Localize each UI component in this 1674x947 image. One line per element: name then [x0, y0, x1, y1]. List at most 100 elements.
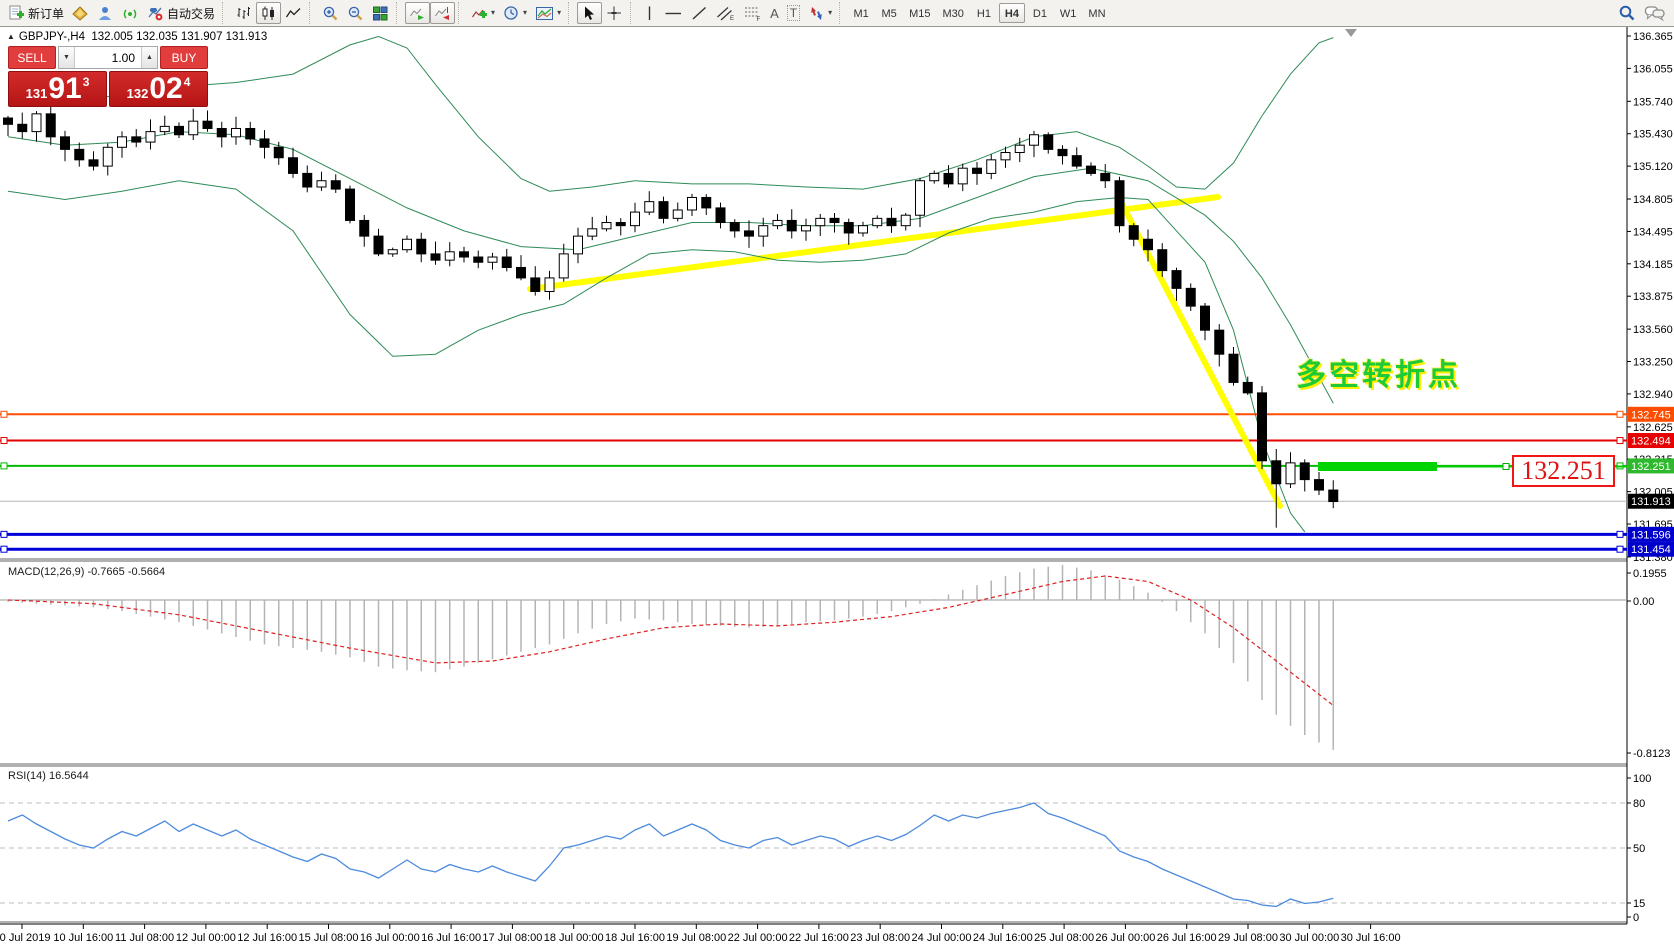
- chevron-down-icon: ▾: [828, 8, 833, 17]
- candlestick-chart-button[interactable]: [256, 2, 282, 24]
- svg-text:24 Jul 00:00: 24 Jul 00:00: [912, 932, 972, 944]
- collapse-panel-arrow[interactable]: ▲: [7, 32, 15, 41]
- vertical-line-button[interactable]: [639, 2, 660, 24]
- timeframe-w1[interactable]: W1: [1055, 3, 1082, 23]
- horizontal-level-lines[interactable]: [0, 410, 1627, 553]
- svg-text:133.875: 133.875: [1633, 291, 1673, 303]
- fibonacci-button[interactable]: F: [739, 2, 766, 24]
- svg-text:0.00: 0.00: [1633, 596, 1654, 608]
- community-button[interactable]: [93, 2, 118, 24]
- svg-text:0.1955: 0.1955: [1633, 568, 1667, 580]
- indicators-button[interactable]: ▾: [467, 2, 499, 24]
- signals-button[interactable]: [118, 2, 143, 24]
- new-order-label: 新订单: [28, 6, 65, 21]
- svg-text:133.250: 133.250: [1633, 357, 1673, 369]
- volume-control: ▼ ▲: [58, 46, 158, 69]
- cursor-button[interactable]: [577, 2, 603, 24]
- buy-price-sup: 4: [183, 75, 191, 89]
- trendline-button[interactable]: [687, 2, 712, 24]
- line-chart-button[interactable]: [281, 2, 306, 24]
- chevron-down-icon: ▾: [491, 8, 496, 17]
- svg-text:136.055: 136.055: [1633, 63, 1673, 75]
- auto-trading-button[interactable]: 自动交易: [143, 2, 219, 24]
- periods-button[interactable]: ▾: [499, 2, 531, 24]
- zoom-out-button[interactable]: [343, 2, 368, 24]
- svg-text:16 Jul 16:00: 16 Jul 16:00: [421, 932, 481, 944]
- new-order-button[interactable]: 新订单: [4, 2, 68, 24]
- candlestick-chart-icon: [260, 5, 277, 22]
- indicators-icon: [471, 5, 488, 22]
- timeframe-h1[interactable]: H1: [971, 3, 997, 23]
- svg-text:22 Jul 00:00: 22 Jul 00:00: [728, 932, 788, 944]
- rsi-indicator-label: RSI(14) 16.5644: [8, 770, 89, 782]
- timeframe-m30[interactable]: M30: [938, 3, 969, 23]
- svg-text:18 Jul 00:00: 18 Jul 00:00: [544, 932, 604, 944]
- trendline-icon: [691, 5, 708, 22]
- svg-text:132.745: 132.745: [1631, 409, 1671, 421]
- svg-text:100: 100: [1633, 773, 1651, 785]
- timeframe-mn[interactable]: MN: [1083, 3, 1110, 23]
- timeframe-m15[interactable]: M15: [904, 3, 935, 23]
- volume-decrease-button[interactable]: ▼: [59, 47, 75, 68]
- svg-text:135.430: 135.430: [1633, 129, 1673, 141]
- buy-button[interactable]: BUY: [160, 46, 208, 69]
- buy-price-prefix: 132: [126, 86, 149, 101]
- toolbar-separator: [222, 2, 228, 24]
- candlesticks: [3, 105, 1339, 528]
- svg-text:E: E: [730, 16, 734, 22]
- auto-scroll-button[interactable]: [405, 2, 431, 24]
- svg-text:10 Jul 2019: 10 Jul 2019: [0, 932, 50, 944]
- buy-price-button[interactable]: 132 02 4: [109, 71, 208, 107]
- sell-price-button[interactable]: 131 91 3: [8, 71, 107, 107]
- svg-text:134.185: 134.185: [1633, 259, 1673, 271]
- crosshair-button[interactable]: [602, 2, 627, 24]
- timeframe-m5[interactable]: M5: [876, 3, 902, 23]
- timeframe-d1[interactable]: D1: [1027, 3, 1053, 23]
- svg-text:30 Jul 16:00: 30 Jul 16:00: [1341, 932, 1401, 944]
- timeframe-h4[interactable]: H4: [998, 3, 1025, 23]
- svg-text:132.625: 132.625: [1633, 422, 1673, 434]
- svg-text:10 Jul 16:00: 10 Jul 16:00: [53, 932, 113, 944]
- chart-background: [0, 27, 1674, 947]
- search-button[interactable]: [1614, 2, 1640, 24]
- svg-text:134.805: 134.805: [1633, 194, 1673, 206]
- svg-text:-0.8123: -0.8123: [1633, 748, 1670, 760]
- sell-button[interactable]: SELL: [8, 46, 56, 69]
- svg-text:15: 15: [1633, 898, 1645, 910]
- svg-text:80: 80: [1633, 798, 1645, 810]
- chart-shift-button[interactable]: [430, 2, 456, 24]
- svg-text:134.495: 134.495: [1633, 226, 1673, 238]
- one-click-trading-panel: SELL ▼ ▲ BUY 131 91 3 132 02 4: [8, 46, 208, 107]
- timeframe-bar: M1 M5 M15 M30 H1 H4 D1 W1 MN: [848, 3, 1110, 23]
- zoom-in-button[interactable]: [318, 2, 343, 24]
- volume-input[interactable]: [75, 47, 141, 68]
- chat-button[interactable]: [1640, 2, 1670, 24]
- price-axis[interactable]: 136.365 136.055 135.740 135.430 135.120 134.8…: [1627, 31, 1674, 924]
- vertical-line-icon: [643, 5, 656, 22]
- equidistant-channel-button[interactable]: E: [712, 2, 739, 24]
- timeframe-m1[interactable]: M1: [848, 3, 874, 23]
- price-tag-annotation[interactable]: 132.251: [1512, 455, 1615, 487]
- svg-text:131.454: 131.454: [1631, 544, 1671, 556]
- macd-indicator-label: MACD(12,26,9) -0.7665 -0.5664: [8, 566, 166, 578]
- market-button[interactable]: [68, 2, 93, 24]
- macd-pane: [0, 564, 1627, 750]
- svg-text:12 Jul 00:00: 12 Jul 00:00: [176, 932, 236, 944]
- bar-chart-button[interactable]: [231, 2, 256, 24]
- horizontal-line-button[interactable]: [660, 2, 687, 24]
- text-button[interactable]: A: [766, 2, 783, 24]
- text-label-button[interactable]: T: [783, 2, 804, 24]
- tile-windows-button[interactable]: [368, 2, 393, 24]
- zoom-in-icon: [322, 5, 339, 22]
- chart-shift-marker[interactable]: [1345, 29, 1357, 37]
- arrows-button[interactable]: ▾: [804, 2, 836, 24]
- templates-button[interactable]: ▾: [531, 2, 565, 24]
- svg-text:136.365: 136.365: [1633, 31, 1673, 43]
- toolbar-separator: [839, 2, 845, 24]
- line-chart-icon: [285, 5, 302, 22]
- volume-increase-button[interactable]: ▲: [141, 47, 157, 68]
- toolbar: 新订单 自动交易: [0, 0, 1674, 27]
- horizontal-line-icon: [664, 5, 683, 22]
